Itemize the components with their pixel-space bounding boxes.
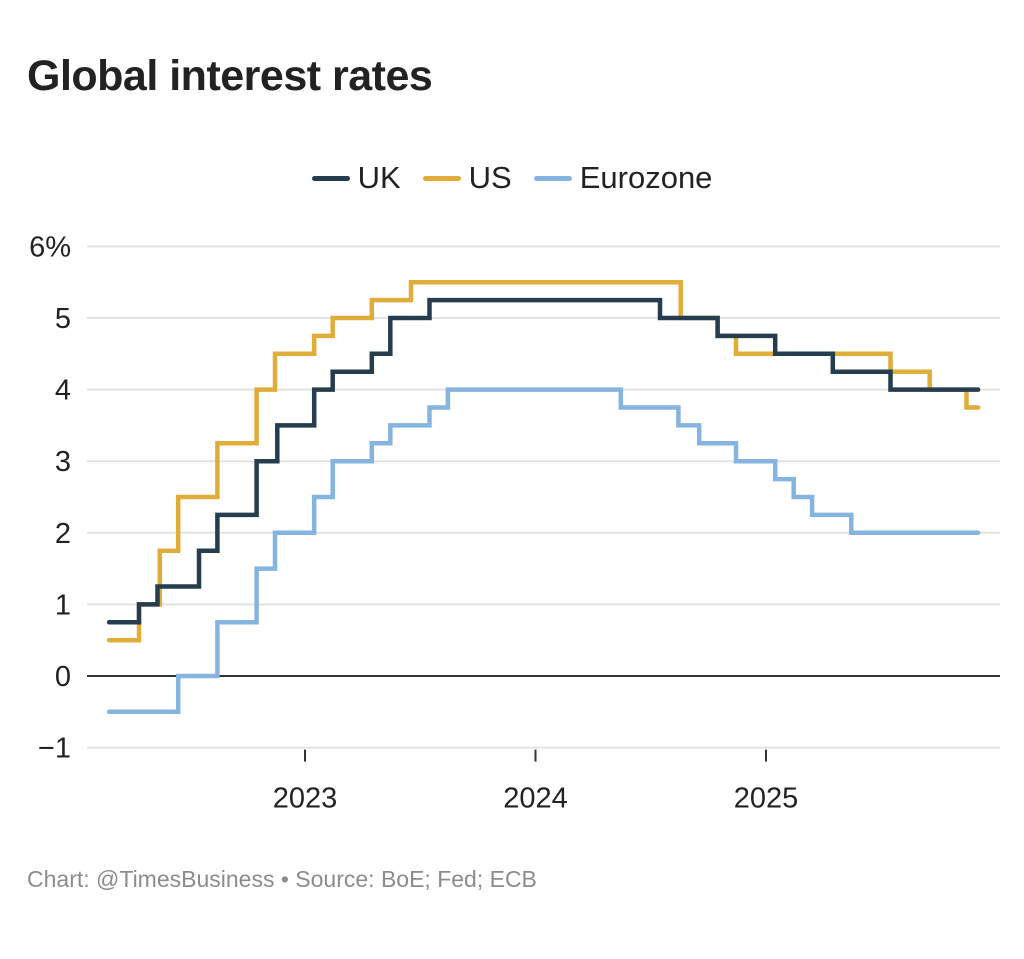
legend-swatch-us	[422, 175, 461, 181]
y-tick-label: 2	[55, 518, 71, 550]
y-tick-label: −1	[38, 733, 71, 765]
legend-label-eurozone: Eurozone	[579, 160, 713, 195]
legend-swatch-uk	[311, 175, 350, 181]
y-tick-label: 6%	[29, 231, 71, 263]
legend: UK US Eurozone	[0, 160, 1024, 196]
legend-item-eurozone: Eurozone	[533, 160, 713, 196]
x-tick-label: 2025	[734, 783, 799, 815]
chart-source-footer: Chart: @TimesBusiness • Source: BoE; Fed…	[27, 866, 537, 892]
series-line-uk	[106, 297, 981, 625]
legend-swatch-eurozone	[533, 175, 572, 181]
series-line-us	[106, 279, 981, 643]
y-axis: 6% 5 4 3 2 1 0 −1	[29, 231, 71, 764]
legend-label-us: US	[468, 160, 512, 195]
chart-title: Global interest rates	[27, 52, 433, 100]
y-tick-label: 5	[55, 303, 71, 335]
x-tick-label: 2024	[503, 783, 568, 815]
y-tick-label: 4	[55, 375, 71, 407]
y-tick-label: 1	[55, 589, 71, 621]
x-tick-label: 2023	[273, 783, 338, 815]
x-axis: 2023 2024 2025	[273, 749, 799, 815]
series-line-eurozone	[106, 387, 981, 715]
y-tick-label: 0	[55, 661, 71, 693]
gridlines	[87, 245, 1000, 749]
series-lines	[106, 279, 981, 715]
legend-label-uk: UK	[357, 160, 401, 195]
y-tick-label: 3	[55, 446, 71, 478]
legend-item-us: US	[422, 160, 512, 196]
legend-item-uk: UK	[311, 160, 401, 196]
